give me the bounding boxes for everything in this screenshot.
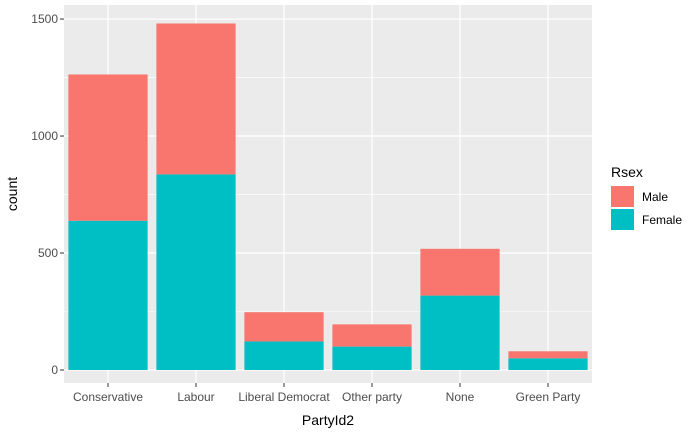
bar-male-2 <box>244 312 324 342</box>
x-axis-title: PartyId2 <box>302 412 354 428</box>
legend-label-male: Male <box>642 190 668 204</box>
legend-label-female: Female <box>642 213 682 227</box>
x-tick-label: None <box>446 390 475 404</box>
bar-male-4 <box>420 248 500 296</box>
bar-male-5 <box>508 351 588 359</box>
y-axis: 0 500 1000 1500 <box>31 12 64 377</box>
plot-panel <box>64 5 592 383</box>
legend-swatch-female <box>611 209 634 230</box>
x-tick-label: Green Party <box>516 390 581 404</box>
bar-female-5 <box>508 358 588 370</box>
bar-male-1 <box>156 23 236 175</box>
y-tick-label: 500 <box>38 246 58 260</box>
bar-male-0 <box>68 74 148 221</box>
bar-female-1 <box>156 174 236 370</box>
x-axis: Conservative Labour Liberal Democrat Other … <box>73 383 580 404</box>
x-tick-label: Other party <box>342 390 402 404</box>
y-axis-title: count <box>4 177 20 211</box>
legend-swatch-male <box>611 186 634 207</box>
bar-female-3 <box>332 346 412 370</box>
bars <box>68 23 588 370</box>
legend: Rsex Male Female <box>611 164 682 230</box>
x-tick-label: Liberal Democrat <box>238 390 330 404</box>
y-tick-label: 1500 <box>31 12 58 26</box>
legend-title: Rsex <box>611 164 643 180</box>
y-tick-label: 0 <box>51 363 58 377</box>
minor-grid <box>64 77 592 312</box>
bar-female-0 <box>68 220 148 370</box>
bar-male-3 <box>332 324 412 347</box>
x-tick-label: Conservative <box>73 390 143 404</box>
bar-female-4 <box>420 295 500 370</box>
bar-female-2 <box>244 341 324 370</box>
y-tick-label: 1000 <box>31 129 58 143</box>
x-tick-label: Labour <box>177 390 214 404</box>
